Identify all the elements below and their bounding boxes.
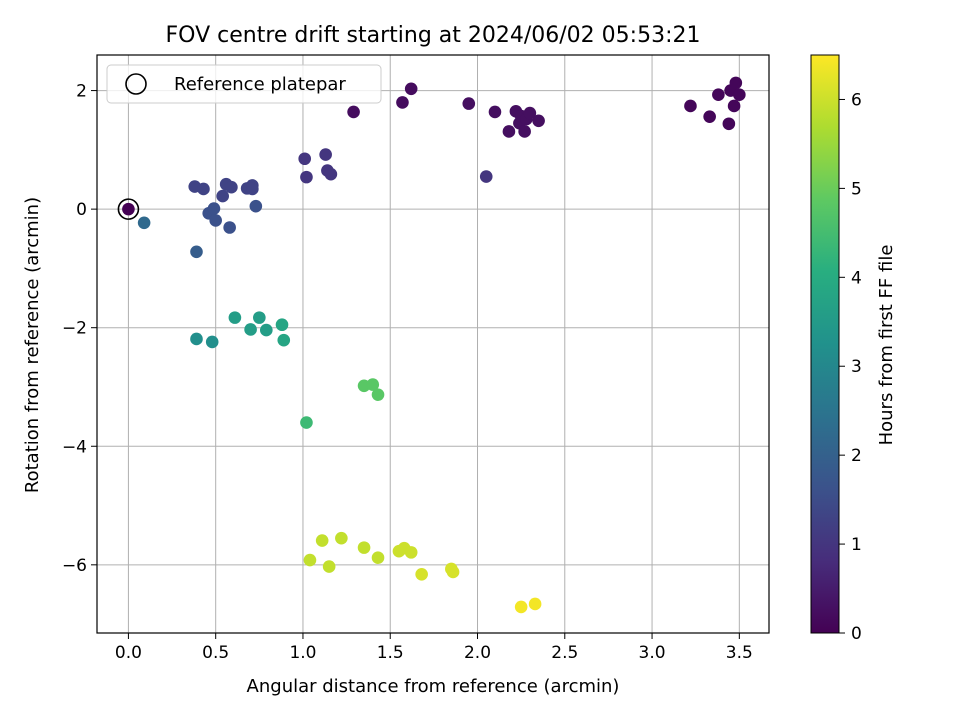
colorbar-tick-label: 0 [851,624,862,644]
data-point [277,333,291,347]
colorbar: 0 1 2 3 4 5 6 Hours from first FF file [810,54,897,644]
data-point [479,170,493,183]
data-point [223,221,236,234]
colorbar-tick-label: 2 [851,446,862,466]
data-point [249,199,263,213]
data-point [275,318,289,332]
y-tick-label: −6 [62,556,87,576]
data-point [197,182,210,196]
data-point [190,245,203,259]
data-point [446,565,460,579]
colorbar-tick-label: 1 [851,535,862,555]
legend-reference-marker [125,73,147,95]
x-tick-label: 1.5 [377,643,404,663]
data-point [260,323,273,337]
data-point [347,105,360,119]
x-tick-label: 1.0 [289,643,316,663]
data-point [190,332,203,346]
reference-platepar-marker [117,198,140,220]
data-point [137,216,151,230]
data-point [324,167,338,181]
data-point [209,214,222,227]
data-point [366,378,380,391]
data-point [303,553,317,567]
data-point [514,600,528,614]
colorbar-tick-label: 6 [851,90,862,110]
data-point [357,541,371,554]
data-point [703,110,716,123]
x-ticks: 0.0 0.5 1.0 1.5 2.0 2.5 3.0 3.5 [115,633,753,663]
data-point [205,335,219,349]
data-point [315,534,329,547]
x-tick-label: 2.5 [551,643,578,663]
y-tick-label: 2 [76,82,87,102]
data-point [207,202,221,215]
y-tick-label: −2 [62,319,87,339]
data-point [253,311,266,324]
data-point [502,125,516,138]
data-point [523,106,537,120]
data-point [225,180,238,194]
x-axis-label: Angular distance from reference (arcmin) [247,676,620,697]
data-point [532,114,545,128]
data-point [371,388,385,401]
data-point [371,551,385,565]
legend-entry-reference-platepar: Reference platepar [174,74,346,95]
colorbar-gradient [810,54,840,634]
data-point [727,99,741,113]
data-point [488,105,502,119]
data-point [300,416,313,429]
legend: Reference platepar [106,64,382,104]
data-point [722,117,736,131]
x-tick-label: 0.5 [202,643,229,663]
data-point [712,88,725,102]
data-point [404,546,418,559]
data-point [300,170,313,184]
colorbar-ticks: 0 1 2 3 4 5 6 [839,90,862,644]
data-point [528,597,542,611]
x-tick-label: 0.0 [115,643,142,663]
y-tick-label: −4 [62,437,87,457]
data-point [216,189,229,203]
x-tick-label: 2.0 [464,643,491,663]
data-point [244,323,257,336]
data-point [322,560,336,573]
data-point [729,76,743,90]
y-axis-label: Rotation from reference (arcmin) [22,197,43,493]
data-point [518,125,531,138]
data-point [246,182,259,196]
data-point [462,97,476,110]
data-point [228,311,242,324]
data-point [122,202,135,216]
colorbar-tick-label: 5 [851,179,862,199]
data-point [396,96,409,109]
data-point [733,88,746,102]
x-tick-label: 3.0 [639,643,666,663]
data-point [404,82,418,96]
x-tick-label: 3.5 [726,643,753,663]
plot-frame [96,54,770,634]
data-points [117,76,746,614]
colorbar-tick-label: 4 [851,268,862,288]
data-point [684,99,697,113]
chart-title: FOV centre drift starting at 2024/06/02 … [166,23,701,48]
legend-box [106,64,382,104]
data-point [415,568,428,581]
y-ticks: −6 −4 −2 0 2 [62,82,97,576]
y-tick-label: 0 [76,200,87,220]
colorbar-tick-label: 3 [851,357,862,377]
data-point [298,152,312,166]
data-point [335,531,348,545]
colorbar-label: Hours from first FF file [876,245,897,446]
data-point [319,148,332,161]
